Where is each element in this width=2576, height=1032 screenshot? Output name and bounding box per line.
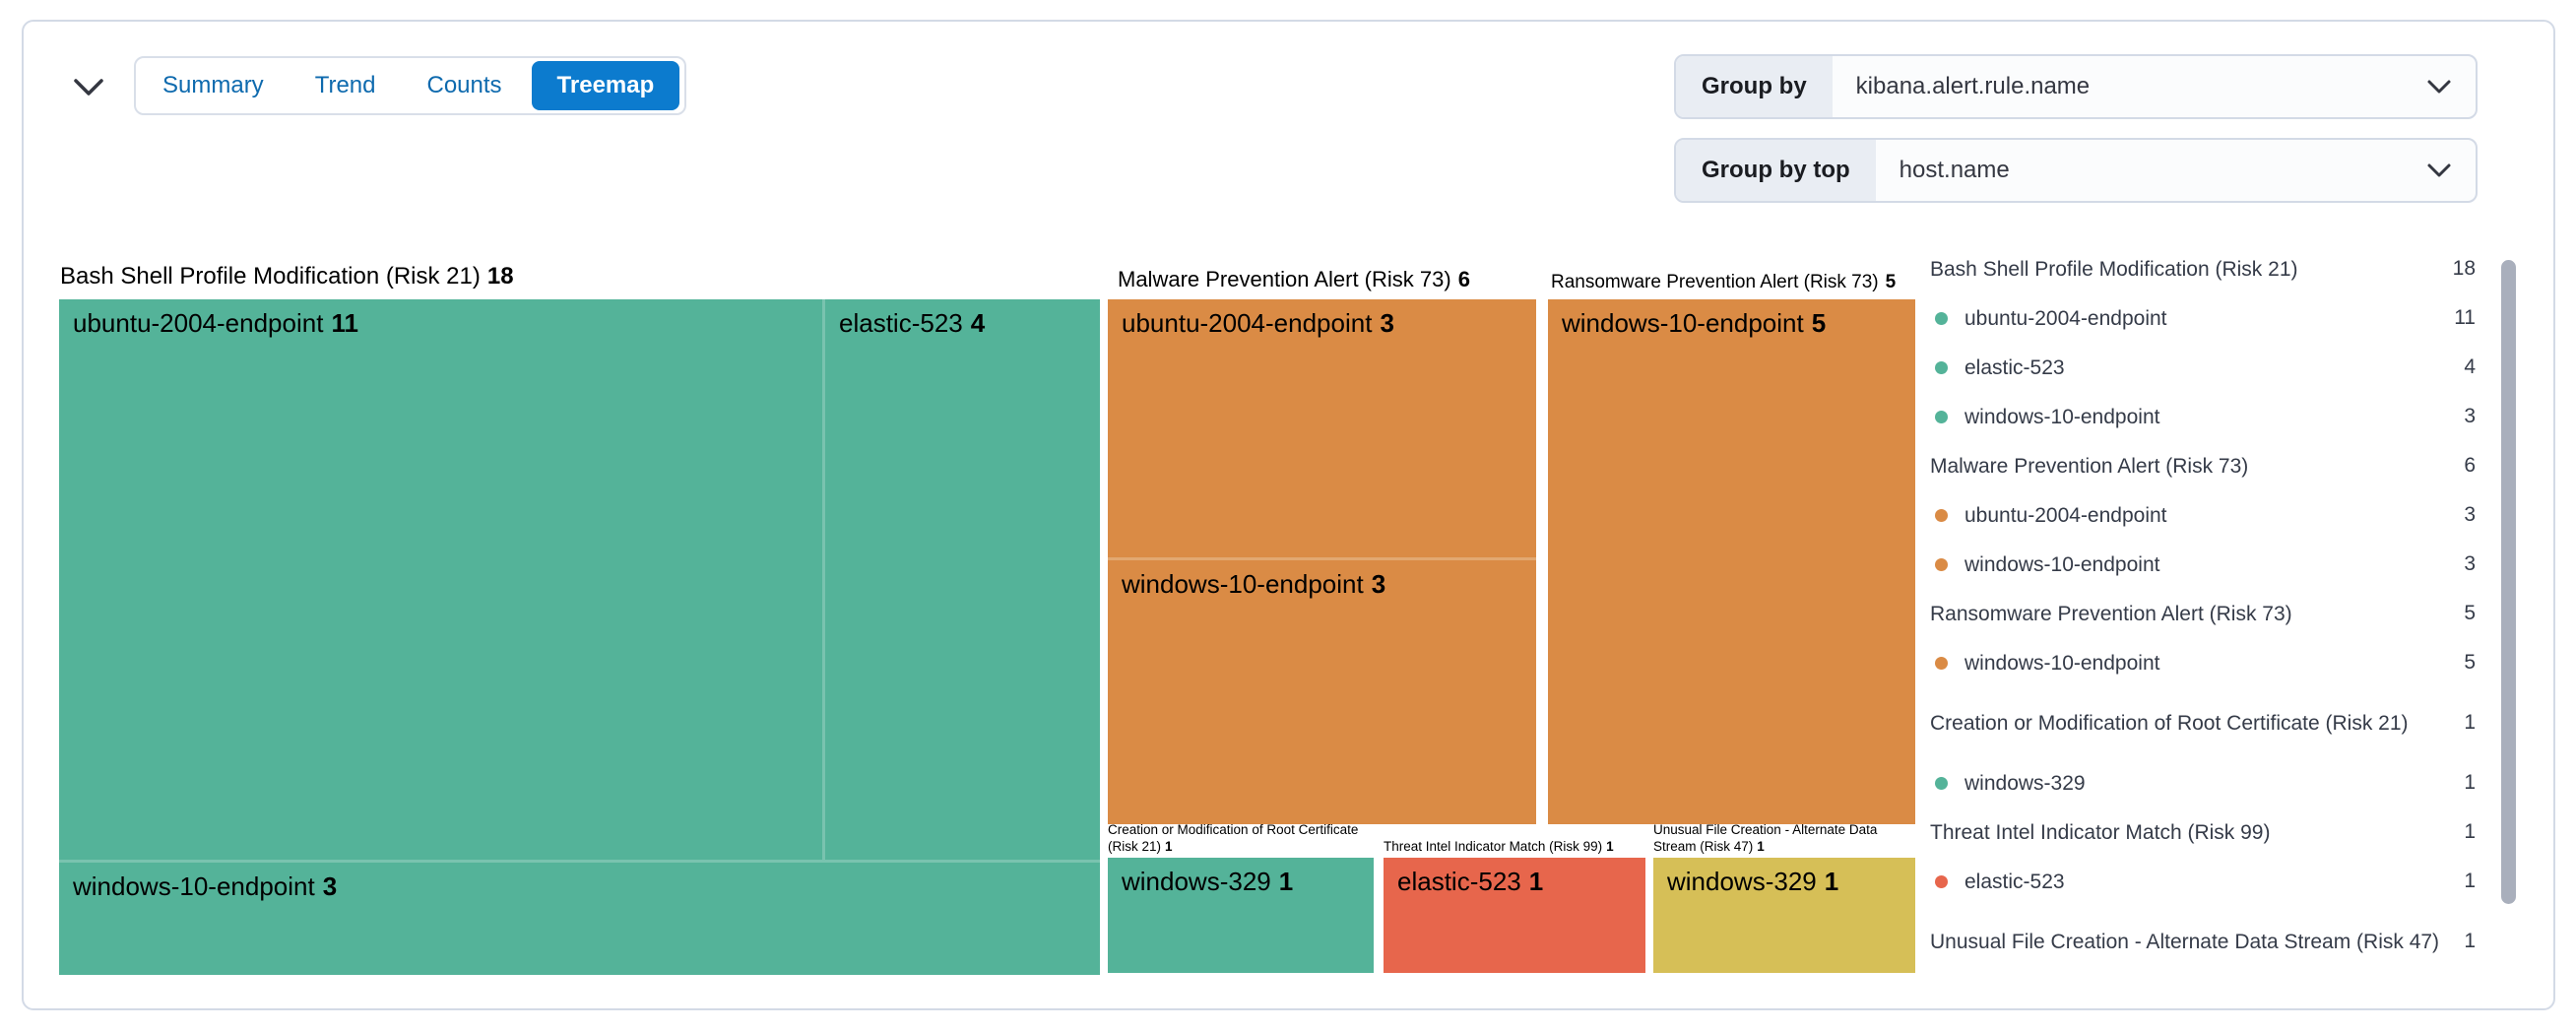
treemap-cell[interactable]: elastic-523 1 — [1384, 858, 1645, 973]
legend-color-dot-icon — [1935, 508, 1948, 522]
tab-trend[interactable]: Trend — [293, 61, 398, 110]
collapse-section-button[interactable] — [67, 73, 110, 104]
legend-group-row: Creation or Modification of Root Certifi… — [1930, 711, 2476, 735]
legend-item-row[interactable]: windows-10-endpoint 3 — [1930, 540, 2476, 589]
chevron-down-icon — [2426, 140, 2476, 201]
legend-group-row: Bash Shell Profile Modification (Risk 21… — [1930, 257, 2476, 281]
alerts-panel: Summary Trend Counts Treemap Group by ki… — [22, 20, 2555, 1010]
legend-group-row: Ransomware Prevention Alert (Risk 73) 5 — [1930, 602, 2476, 625]
group-by-value: kibana.alert.rule.name — [1855, 73, 2091, 99]
treemap-cell[interactable]: windows-10-endpoint 3 — [59, 863, 1100, 975]
legend-item-row[interactable]: windows-329 1 — [1930, 758, 2476, 807]
tab-summary[interactable]: Summary — [141, 61, 286, 110]
treemap-cell[interactable]: windows-329 1 — [1108, 858, 1374, 973]
treemap-cell[interactable]: elastic-523 4 — [825, 299, 1100, 860]
treemap-group-header: Malware Prevention Alert (Risk 73) 6 — [1118, 267, 1470, 291]
treemap-cell[interactable]: windows-10-endpoint 5 — [1548, 299, 1915, 824]
legend-color-dot-icon — [1935, 874, 1948, 888]
chevron-down-icon — [2426, 56, 2476, 117]
legend-item-row[interactable]: ubuntu-2004-endpoint 3 — [1930, 490, 2476, 540]
legend-item-row[interactable]: windows-10-endpoint 5 — [1930, 638, 2476, 687]
group-by-top-select[interactable]: Group by top host.name — [1674, 138, 2478, 203]
tab-treemap[interactable]: Treemap — [531, 61, 680, 110]
group-by-label: Group by — [1676, 56, 1833, 117]
legend-group-row: Unusual File Creation - Alternate Data S… — [1930, 930, 2476, 953]
legend-color-dot-icon — [1935, 360, 1948, 374]
treemap-group: ubuntu-2004-endpoint 11 elastic-523 4 wind… — [59, 299, 1100, 975]
chevron-down-icon — [72, 77, 105, 101]
legend-item-row[interactable]: ubuntu-2004-endpoint 11 — [1930, 293, 2476, 343]
treemap-legend: Bash Shell Profile Modification (Risk 21… — [1930, 244, 2476, 977]
treemap-group-header: Ransomware Prevention Alert (Risk 73) 5 — [1551, 272, 1897, 292]
legend-group-row: Threat Intel Indicator Match (Risk 99) 1 — [1930, 820, 2476, 844]
legend-item-row[interactable]: elastic-523 4 — [1930, 343, 2476, 392]
tab-counts[interactable]: Counts — [406, 61, 524, 110]
treemap-cell[interactable]: ubuntu-2004-endpoint 11 — [59, 299, 822, 860]
group-by-top-label: Group by top — [1676, 140, 1876, 201]
chart-view-tab-group: Summary Trend Counts Treemap — [134, 56, 687, 115]
treemap-group-header: Creation or Modification of Root Certifi… — [1108, 822, 1359, 854]
treemap-cell[interactable]: windows-10-endpoint 3 — [1108, 560, 1536, 824]
legend-color-dot-icon — [1935, 557, 1948, 571]
legend-color-dot-icon — [1935, 656, 1948, 670]
legend-color-dot-icon — [1935, 311, 1948, 325]
treemap-group-header: Threat Intel Indicator Match (Risk 99) 1 — [1384, 839, 1614, 854]
legend-scrollbar-thumb[interactable] — [2501, 260, 2516, 904]
treemap-group-header: Bash Shell Profile Modification (Risk 21… — [60, 263, 514, 290]
legend-item-row[interactable]: windows-10-endpoint 3 — [1930, 392, 2476, 441]
treemap-group: ubuntu-2004-endpoint 3 windows-10-endpoin… — [1108, 299, 1536, 824]
group-by-select[interactable]: Group by kibana.alert.rule.name — [1674, 54, 2478, 119]
legend-color-dot-icon — [1935, 410, 1948, 423]
treemap-group-header: Unusual File Creation - Alternate Data S… — [1653, 822, 1878, 854]
legend-color-dot-icon — [1935, 776, 1948, 790]
group-by-top-value: host.name — [1899, 157, 2010, 183]
legend-group-row: Malware Prevention Alert (Risk 73) 6 — [1930, 454, 2476, 478]
treemap-cell[interactable]: ubuntu-2004-endpoint 3 — [1108, 299, 1536, 557]
treemap-cell[interactable]: windows-329 1 — [1653, 858, 1915, 973]
legend-item-row[interactable]: elastic-523 1 — [1930, 857, 2476, 906]
